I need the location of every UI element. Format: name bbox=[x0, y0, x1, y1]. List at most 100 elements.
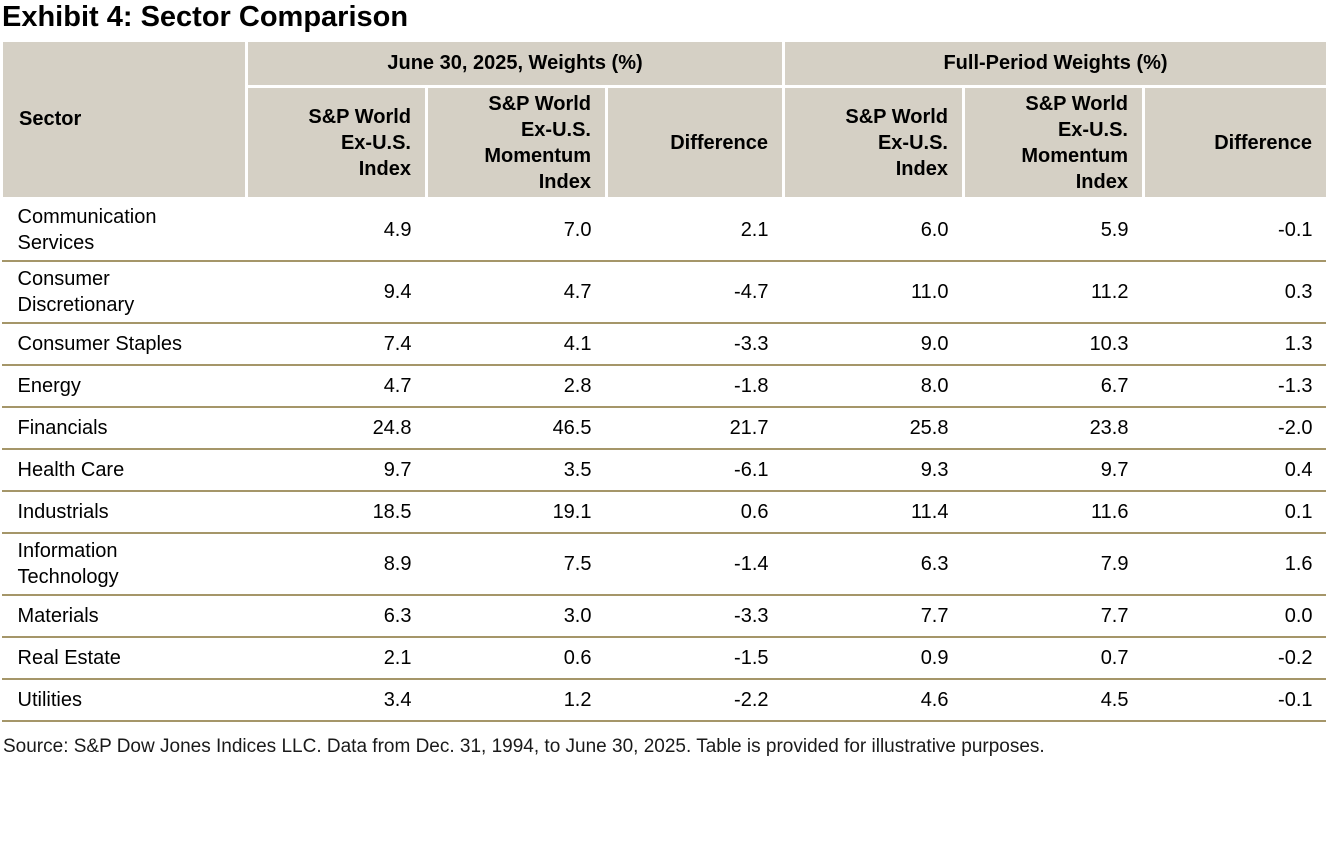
sector-name-cell: Materials bbox=[1, 595, 247, 638]
value-cell: 1.2 bbox=[426, 679, 607, 722]
table-row-communication-services: Communication Services 4.9 7.0 2.1 6.0 5… bbox=[1, 198, 1326, 262]
value-cell: 8.9 bbox=[246, 533, 427, 596]
value-cell: -0.2 bbox=[1143, 637, 1326, 680]
value-cell: 18.5 bbox=[246, 491, 427, 534]
value-cell: 4.7 bbox=[246, 365, 427, 408]
value-cell: 0.0 bbox=[1143, 595, 1326, 638]
table-row-utilities: Utilities 3.4 1.2 -2.2 4.6 4.5 -0.1 bbox=[1, 679, 1326, 722]
value-cell: 7.9 bbox=[963, 533, 1144, 596]
value-cell: 23.8 bbox=[963, 407, 1144, 450]
column-header-june-difference: Difference bbox=[605, 85, 785, 200]
value-cell: 25.8 bbox=[783, 407, 964, 450]
value-cell: 0.7 bbox=[963, 637, 1144, 680]
table-row-financials: Financials 24.8 46.5 21.7 25.8 23.8 -2.0 bbox=[1, 407, 1326, 450]
exhibit-title: Exhibit 4: Sector Comparison bbox=[2, 1, 409, 33]
value-cell: 9.3 bbox=[783, 449, 964, 492]
sector-name-cell: Financials bbox=[1, 407, 247, 450]
value-cell: 9.0 bbox=[783, 323, 964, 366]
value-cell: 6.3 bbox=[783, 533, 964, 596]
value-cell: -0.1 bbox=[1143, 679, 1326, 722]
value-cell: -2.0 bbox=[1143, 407, 1326, 450]
group-header-june-weights: June 30, 2025, Weights (%) bbox=[245, 39, 785, 88]
group-header-row: Sector June 30, 2025, Weights (%) Full-P… bbox=[0, 39, 1326, 200]
table-row-energy: Energy 4.7 2.8 -1.8 8.0 6.7 -1.3 bbox=[1, 365, 1326, 408]
value-cell: 6.3 bbox=[246, 595, 427, 638]
column-header-row: S&P World Ex-U.S. Index S&P World Ex-U.S… bbox=[2, 85, 1326, 200]
sector-name-cell: Energy bbox=[1, 365, 247, 408]
value-cell: 7.5 bbox=[426, 533, 607, 596]
column-header-full-period-difference: Difference bbox=[1141, 85, 1326, 200]
value-cell: 7.7 bbox=[783, 595, 964, 638]
value-cell: 21.7 bbox=[606, 407, 784, 450]
value-cell: 9.7 bbox=[246, 449, 427, 492]
value-cell: 11.2 bbox=[963, 261, 1144, 324]
value-cell: 4.1 bbox=[426, 323, 607, 366]
sector-name-cell: Utilities bbox=[1, 679, 247, 722]
table-body: Communication Services 4.9 7.0 2.1 6.0 5… bbox=[1, 198, 1326, 722]
value-cell: 7.0 bbox=[426, 198, 607, 262]
value-cell: 6.0 bbox=[783, 198, 964, 262]
table-row-real-estate: Real Estate 2.1 0.6 -1.5 0.9 0.7 -0.2 bbox=[1, 637, 1326, 680]
value-cell: 2.1 bbox=[606, 198, 784, 262]
value-cell: -0.1 bbox=[1143, 198, 1326, 262]
value-cell: 0.9 bbox=[783, 637, 964, 680]
value-cell: 0.6 bbox=[606, 491, 784, 534]
value-cell: 8.0 bbox=[783, 365, 964, 408]
value-cell: 11.0 bbox=[783, 261, 964, 324]
value-cell: 3.5 bbox=[426, 449, 607, 492]
value-cell: -3.3 bbox=[606, 323, 784, 366]
sector-name-cell: Consumer Staples bbox=[1, 323, 247, 366]
value-cell: 2.1 bbox=[246, 637, 427, 680]
value-cell: 0.6 bbox=[426, 637, 607, 680]
value-cell: 4.9 bbox=[246, 198, 427, 262]
table-row-materials: Materials 6.3 3.0 -3.3 7.7 7.7 0.0 bbox=[1, 595, 1326, 638]
value-cell: 4.7 bbox=[426, 261, 607, 324]
table-row-industrials: Industrials 18.5 19.1 0.6 11.4 11.6 0.1 bbox=[1, 491, 1326, 534]
value-cell: 4.5 bbox=[963, 679, 1144, 722]
sector-name-cell: Industrials bbox=[1, 491, 247, 534]
value-cell: 10.3 bbox=[963, 323, 1144, 366]
sector-name-cell: Health Care bbox=[1, 449, 247, 492]
table-row-consumer-discretionary: Consumer Discretionary 9.4 4.7 -4.7 11.0… bbox=[1, 261, 1326, 324]
value-cell: 9.7 bbox=[963, 449, 1144, 492]
column-header-full-period-momentum-index: S&P World Ex-U.S. Momentum Index bbox=[962, 85, 1145, 200]
value-cell: 1.3 bbox=[1143, 323, 1326, 366]
value-cell: 6.7 bbox=[963, 365, 1144, 408]
source-note: Source: S&P Dow Jones Indices LLC. Data … bbox=[3, 736, 1045, 757]
value-cell: 46.5 bbox=[426, 407, 607, 450]
value-cell: 3.4 bbox=[246, 679, 427, 722]
value-cell: 3.0 bbox=[426, 595, 607, 638]
value-cell: -3.3 bbox=[606, 595, 784, 638]
sector-name-cell: Information Technology bbox=[1, 533, 247, 596]
value-cell: 0.3 bbox=[1143, 261, 1326, 324]
value-cell: 0.4 bbox=[1143, 449, 1326, 492]
table-row-health-care: Health Care 9.7 3.5 -6.1 9.3 9.7 0.4 bbox=[1, 449, 1326, 492]
value-cell: 2.8 bbox=[426, 365, 607, 408]
value-cell: 0.1 bbox=[1143, 491, 1326, 534]
value-cell: 11.6 bbox=[963, 491, 1144, 534]
sector-column-header: Sector bbox=[0, 39, 248, 200]
column-header-full-period-index: S&P World Ex-U.S. Index bbox=[782, 85, 965, 200]
group-header-full-period-weights: Full-Period Weights (%) bbox=[781, 39, 1326, 88]
sector-name-cell: Consumer Discretionary bbox=[1, 261, 247, 324]
value-cell: 7.4 bbox=[246, 323, 427, 366]
value-cell: -1.3 bbox=[1143, 365, 1326, 408]
value-cell: 1.6 bbox=[1143, 533, 1326, 596]
table-header: Sector June 30, 2025, Weights (%) Full-P… bbox=[0, 39, 1326, 200]
value-cell: 4.6 bbox=[783, 679, 964, 722]
table-row-information-technology: Information Technology 8.9 7.5 -1.4 6.3 … bbox=[1, 533, 1326, 596]
value-cell: 11.4 bbox=[783, 491, 964, 534]
value-cell: -1.8 bbox=[606, 365, 784, 408]
value-cell: -6.1 bbox=[606, 449, 784, 492]
sector-comparison-table: Sector June 30, 2025, Weights (%) Full-P… bbox=[0, 39, 1326, 722]
value-cell: 19.1 bbox=[426, 491, 607, 534]
value-cell: -1.4 bbox=[606, 533, 784, 596]
value-cell: 9.4 bbox=[246, 261, 427, 324]
sector-name-cell: Real Estate bbox=[1, 637, 247, 680]
value-cell: 5.9 bbox=[963, 198, 1144, 262]
value-cell: -2.2 bbox=[606, 679, 784, 722]
table-row-consumer-staples: Consumer Staples 7.4 4.1 -3.3 9.0 10.3 1… bbox=[1, 323, 1326, 366]
column-header-june-momentum-index: S&P World Ex-U.S. Momentum Index bbox=[425, 85, 608, 200]
column-header-june-index: S&P World Ex-U.S. Index bbox=[245, 85, 428, 200]
